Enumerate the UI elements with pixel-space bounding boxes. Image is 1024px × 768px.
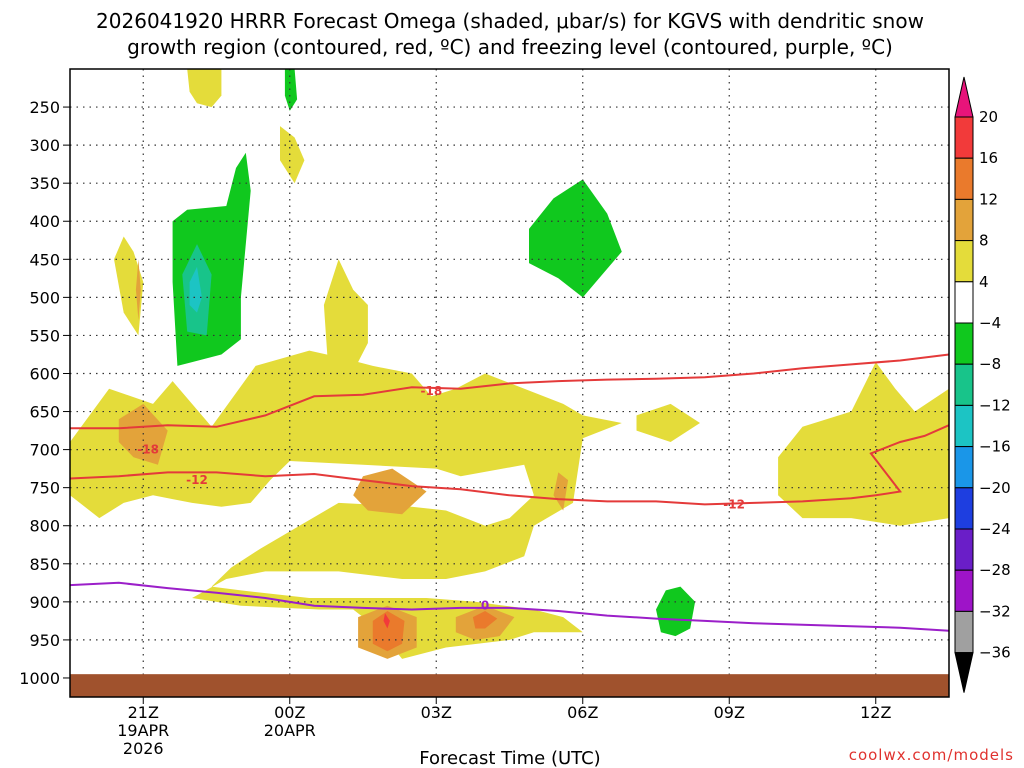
colorbar: 20 16 12 8 4 −4 −8 −12 −16 −20 −24 −28 −32 −36: [954, 76, 1011, 693]
colorbar-label--8: −8: [979, 355, 1001, 373]
x-tick-label-00Z: 00Z: [274, 703, 305, 722]
colorbar-label--24: −24: [979, 520, 1011, 538]
colorbar-bin-16-to-20: [954, 116, 974, 159]
colorbar-label--20: −20: [979, 479, 1011, 497]
colorbar-bin--24-to--20: [954, 487, 974, 530]
omega-region-lower-core-c: [553, 472, 569, 511]
chart-title-line-1: 2026041920 HRRR Forecast Omega (shaded, …: [96, 9, 924, 33]
colorbar-label--36: −36: [979, 644, 1011, 662]
colorbar-label--28: −28: [979, 561, 1011, 579]
terrain-band: [70, 674, 949, 697]
x-tick-label-09Z: 09Z: [714, 703, 745, 722]
y-tick-label-850: 850: [29, 555, 60, 574]
omega-region-up-c-core: [135, 259, 141, 321]
colorbar-bin--12-to--8: [954, 363, 974, 406]
plot-area: -18 -18 -12 -12 0: [69, 68, 950, 698]
colorbar-label-12: 12: [979, 190, 998, 208]
contour-label-2: -12: [186, 473, 208, 487]
y-axis: 250 300 350 400 450 500 550 600 650 700 750 800 850 9…: [19, 98, 70, 688]
credit-label: coolwx.com/models: [849, 746, 1014, 764]
contour-label-1: -18: [421, 384, 443, 398]
y-tick-label-950: 950: [29, 631, 60, 650]
colorbar-under-arrow: [954, 652, 974, 693]
plot-frame: [69, 68, 950, 698]
omega-region-dn-low: [656, 586, 696, 637]
colorbar-bin--8-to--4: [954, 322, 974, 365]
colorbar-label-16: 16: [979, 149, 998, 167]
x-tick-label-06Z: 06Z: [567, 703, 598, 722]
x-tick-sublabel-21Z-0: 19APR: [117, 721, 169, 740]
omega-region-dn-top: [284, 69, 298, 111]
y-tick-label-400: 400: [29, 212, 60, 231]
y-tick-label-600: 600: [29, 364, 60, 383]
omega-region-lower-core-b: [353, 468, 427, 515]
omega-region-lower-core-d2: [372, 611, 405, 652]
x-tick-label-12Z: 12Z: [860, 703, 891, 722]
omega-region-up-d: [323, 259, 368, 382]
x-tick-sublabel-00Z-0: 20APR: [264, 721, 316, 740]
colorbar-over-arrow: [954, 76, 974, 118]
contour-label-0: -18: [137, 443, 159, 457]
omega-region-right-blob-a: [636, 403, 700, 442]
y-tick-label-450: 450: [29, 250, 60, 269]
colorbar-label-20: 20: [979, 108, 998, 126]
y-tick-label-800: 800: [29, 517, 60, 536]
x-tick-label-03Z: 03Z: [421, 703, 452, 722]
colorbar-bin--36-to--32: [954, 610, 974, 654]
contour-label-3: -12: [723, 497, 745, 511]
colorbar-bin-4-to-8: [954, 240, 974, 283]
omega-region-right-main: [778, 362, 949, 526]
omega-region-up-b: [280, 126, 305, 184]
y-tick-label-650: 650: [29, 403, 60, 422]
contour-line-4: [69, 581, 950, 632]
y-tick-label-900: 900: [29, 593, 60, 612]
omega-region-upslope-a: [187, 69, 222, 108]
chart-title-line-2: growth region (contoured, red, ºC) and f…: [127, 35, 893, 59]
contour-line-0: [70, 353, 950, 430]
colorbar-bin--32-to--28: [954, 569, 974, 612]
omega-region-dn-mid: [529, 179, 622, 298]
y-tick-label-1000: 1000: [19, 669, 60, 688]
colorbar-label-4: 4: [979, 273, 989, 291]
contour-line-2: [69, 424, 950, 506]
colorbar-label--12: −12: [979, 396, 1011, 414]
colorbar-bin--16-to--12: [954, 404, 974, 448]
x-axis-title: Forecast Time (UTC): [419, 748, 600, 768]
y-tick-label-700: 700: [29, 441, 60, 460]
colorbar-bin-12-to-16: [954, 157, 974, 200]
colorbar-label--32: −32: [979, 602, 1011, 620]
x-tick-sublabel-21Z-1: 2026: [123, 739, 164, 758]
omega-region-lower-core-e2: [472, 611, 498, 629]
omega-region-lower-core-d3: [383, 613, 390, 629]
omega-region-lower-main: [70, 350, 622, 659]
colorbar-label--16: −16: [979, 438, 1011, 456]
y-tick-label-500: 500: [29, 288, 60, 307]
y-tick-label-550: 550: [29, 326, 60, 345]
colorbar-label--4: −4: [979, 314, 1001, 332]
omega-region-up-c: [114, 236, 144, 336]
omega-region-dn-left-core2: [189, 266, 202, 313]
colorbar-bin--28-to--24: [954, 528, 974, 571]
contour-label-4: 0: [481, 599, 489, 613]
colorbar-bin--20-to--16: [954, 446, 974, 489]
y-tick-label-350: 350: [29, 174, 60, 193]
y-tick-label-750: 750: [29, 479, 60, 498]
colorbar-label-8: 8: [979, 232, 989, 250]
y-tick-label-250: 250: [29, 98, 60, 117]
x-tick-label-21Z: 21Z: [128, 703, 159, 722]
colorbar-bin--4-to-4: [954, 281, 974, 324]
colorbar-bin-8-to-12: [954, 198, 974, 242]
y-tick-label-300: 300: [29, 136, 60, 155]
